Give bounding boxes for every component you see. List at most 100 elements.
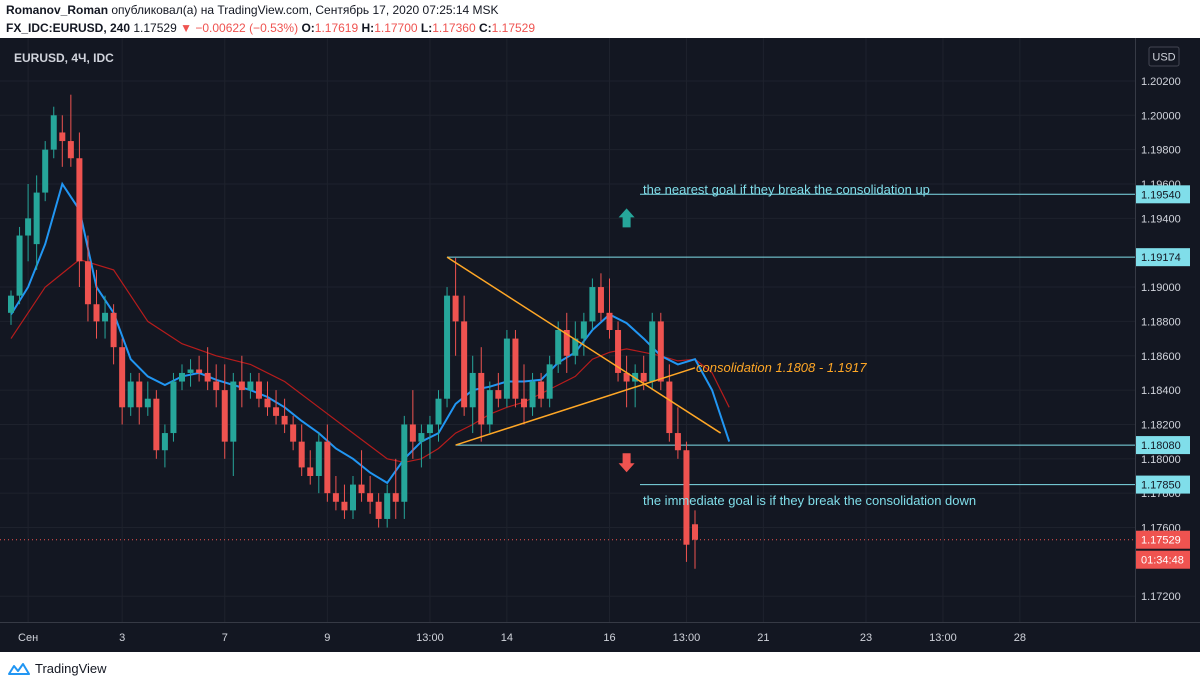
- candle: [401, 415, 408, 519]
- price-level-label: 1.17850: [1141, 480, 1181, 492]
- candle: [649, 312, 656, 391]
- candle-body: [84, 261, 91, 305]
- candle-body: [657, 321, 664, 382]
- candle: [350, 476, 356, 519]
- candle: [589, 278, 596, 330]
- candle-body: [683, 450, 690, 545]
- candle: [384, 484, 391, 528]
- candle-body: [238, 381, 245, 391]
- candle: [264, 381, 271, 416]
- candle: [555, 321, 562, 373]
- candle: [486, 381, 493, 434]
- candle-body: [409, 424, 416, 442]
- down-triangle-icon: ▼: [180, 21, 192, 35]
- chart-area[interactable]: 1.20200 1.20000 1.19800 1.19600 1.19400 1.190…: [0, 38, 1200, 652]
- candle-body: [255, 381, 262, 399]
- candlestick-chart[interactable]: 1.202001.200001.198001.196001.194001.190…: [0, 38, 1200, 652]
- candle: [84, 235, 91, 322]
- candle-body: [674, 433, 681, 451]
- candle: [623, 355, 630, 408]
- tradingview-brand: TradingView: [35, 661, 107, 676]
- candle-body: [546, 364, 553, 399]
- legend-title: EURUSD, 4Ч, IDC: [14, 51, 114, 65]
- candle-body: [8, 295, 14, 313]
- candle: [290, 415, 297, 451]
- current-price-label: 1.17529: [1141, 535, 1181, 547]
- candle-body: [161, 433, 168, 451]
- candle: [273, 390, 280, 425]
- candle-body: [521, 398, 527, 408]
- high-value: 1.17700: [374, 21, 418, 35]
- candle: [341, 484, 348, 519]
- candle: [59, 115, 66, 167]
- candle: [230, 372, 237, 476]
- candle: [469, 355, 476, 434]
- candle-body: [25, 218, 32, 236]
- arrow-up-icon: [618, 208, 635, 228]
- candle: [606, 278, 613, 339]
- candle: [529, 372, 536, 416]
- slow-ma-line: [10, 258, 730, 463]
- price-level-label: 1.19174: [1141, 252, 1181, 264]
- candle-body: [50, 115, 57, 150]
- candle-body: [615, 330, 622, 373]
- candle-body: [563, 330, 570, 356]
- candle: [67, 94, 74, 167]
- y-tick-label: 1.18000: [1141, 454, 1181, 466]
- candle-body: [307, 467, 314, 476]
- currency-button[interactable]: USD: [1148, 46, 1180, 67]
- candle: [204, 347, 211, 391]
- candle: [238, 355, 245, 408]
- candle: [213, 364, 220, 408]
- candle: [521, 364, 527, 425]
- candle: [315, 433, 322, 494]
- author-name[interactable]: Romanov_Roman: [6, 3, 109, 17]
- candle: [572, 321, 579, 365]
- high-label: H:: [361, 21, 375, 35]
- x-tick-label: 16: [603, 632, 615, 644]
- candle-body: [486, 390, 493, 425]
- candle-body: [170, 381, 177, 434]
- published-info: опубликовал(а) на TradingView.com, Сентя…: [111, 3, 499, 17]
- tradingview-logo[interactable]: TradingView: [8, 661, 107, 676]
- candle: [187, 359, 194, 387]
- candle-body: [555, 330, 562, 365]
- open-label: O:: [301, 21, 315, 35]
- candle-body: [666, 381, 673, 434]
- candle-body: [221, 390, 228, 442]
- candle-body: [572, 338, 579, 356]
- candle: [358, 450, 365, 502]
- candle-body: [76, 158, 83, 262]
- candle-body: [341, 501, 348, 511]
- x-tick-label: 14: [501, 632, 513, 644]
- y-tick-label: 1.18200: [1141, 419, 1181, 431]
- x-tick-label: 13:00: [416, 632, 444, 644]
- candle-body: [375, 501, 382, 519]
- y-tick-label: 1.19800: [1141, 145, 1181, 157]
- candle-body: [384, 493, 391, 519]
- candle-body: [247, 381, 254, 391]
- candle: [127, 372, 134, 416]
- candle: [255, 372, 262, 408]
- publish-line: Romanov_Roman опубликовал(а) на TradingV…: [6, 3, 499, 17]
- symbol-line: FX_IDC:EURUSD, 240 1.17529 ▼ −0.00622 (−…: [6, 21, 535, 35]
- x-tick-label: 28: [1014, 632, 1026, 644]
- price-level-tag: [1136, 185, 1190, 204]
- candle-body: [444, 295, 451, 399]
- candle: [478, 347, 485, 442]
- candle-body: [529, 381, 536, 408]
- candle-body: [358, 484, 365, 494]
- candle: [495, 372, 502, 408]
- candle: [597, 273, 604, 322]
- y-tick-label: 1.19400: [1141, 213, 1181, 225]
- candle-body: [179, 372, 185, 382]
- candle: [307, 450, 314, 485]
- candle: [119, 338, 126, 425]
- consolidation-text: consolidation 1.1808 - 1.1917: [696, 360, 867, 375]
- chart-header: Romanov_Roman опубликовал(а) на TradingV…: [0, 0, 1200, 38]
- candle: [136, 372, 143, 425]
- candle-body: [33, 192, 40, 245]
- candle-body: [187, 369, 194, 373]
- candle-body: [332, 493, 339, 502]
- candle: [324, 424, 331, 502]
